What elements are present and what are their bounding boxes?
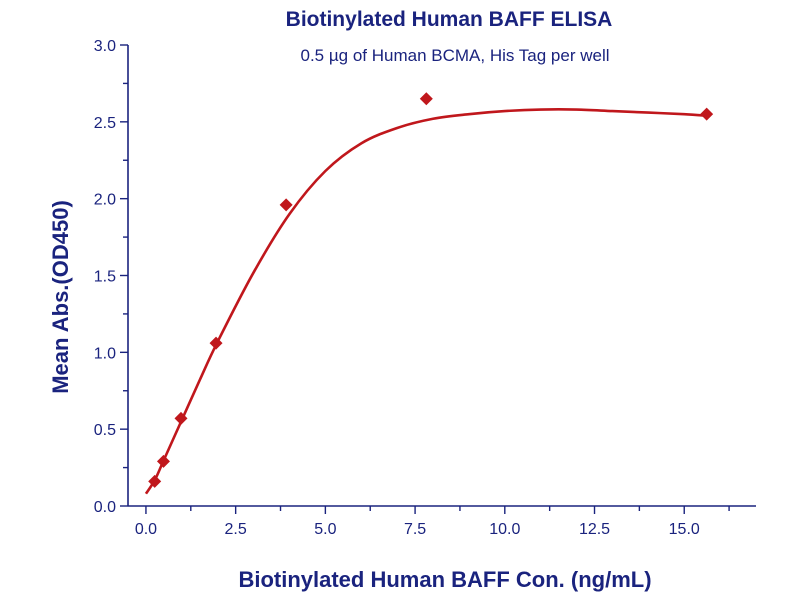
x-ticks: 0.0 2.5 5.0 7.5 10.0 12.5 15.0: [135, 506, 730, 538]
data-point: [700, 107, 714, 121]
data-point: [174, 411, 188, 425]
x-tick-label: 7.5: [404, 521, 426, 538]
y-tick-label: 0.0: [94, 499, 116, 516]
data-point: [148, 474, 162, 488]
y-ticks: 0.0 0.5 1.0 1.5 2.0 2.5 3.0: [94, 38, 128, 516]
chart-title: Biotinylated Human BAFF ELISA: [286, 8, 613, 31]
x-tick-label: 0.0: [135, 521, 157, 538]
x-tick-label: 5.0: [314, 521, 336, 538]
x-tick-label: 2.5: [225, 521, 247, 538]
x-tick-label: 12.5: [579, 521, 610, 538]
data-point: [156, 454, 170, 468]
chart-subtitle: 0.5 µg of Human BCMA, His Tag per well: [301, 46, 610, 65]
y-tick-label: 3.0: [94, 38, 116, 55]
y-tick-label: 0.5: [94, 422, 116, 439]
x-tick-label: 15.0: [669, 521, 700, 538]
y-tick-label: 1.5: [94, 269, 116, 286]
y-tick-label: 2.5: [94, 115, 116, 132]
x-axis-label: Biotinylated Human BAFF Con. (ng/mL): [238, 567, 651, 592]
data-point: [209, 336, 223, 350]
fit-curve: [144, 108, 707, 495]
data-point: [279, 198, 293, 212]
x-tick-label: 10.0: [489, 521, 520, 538]
y-tick-label: 1.0: [94, 345, 116, 362]
data-point: [419, 92, 433, 106]
y-tick-label: 2.0: [94, 192, 116, 209]
y-axis-label: Mean Abs.(OD450): [48, 200, 73, 394]
data-points: [148, 92, 714, 488]
